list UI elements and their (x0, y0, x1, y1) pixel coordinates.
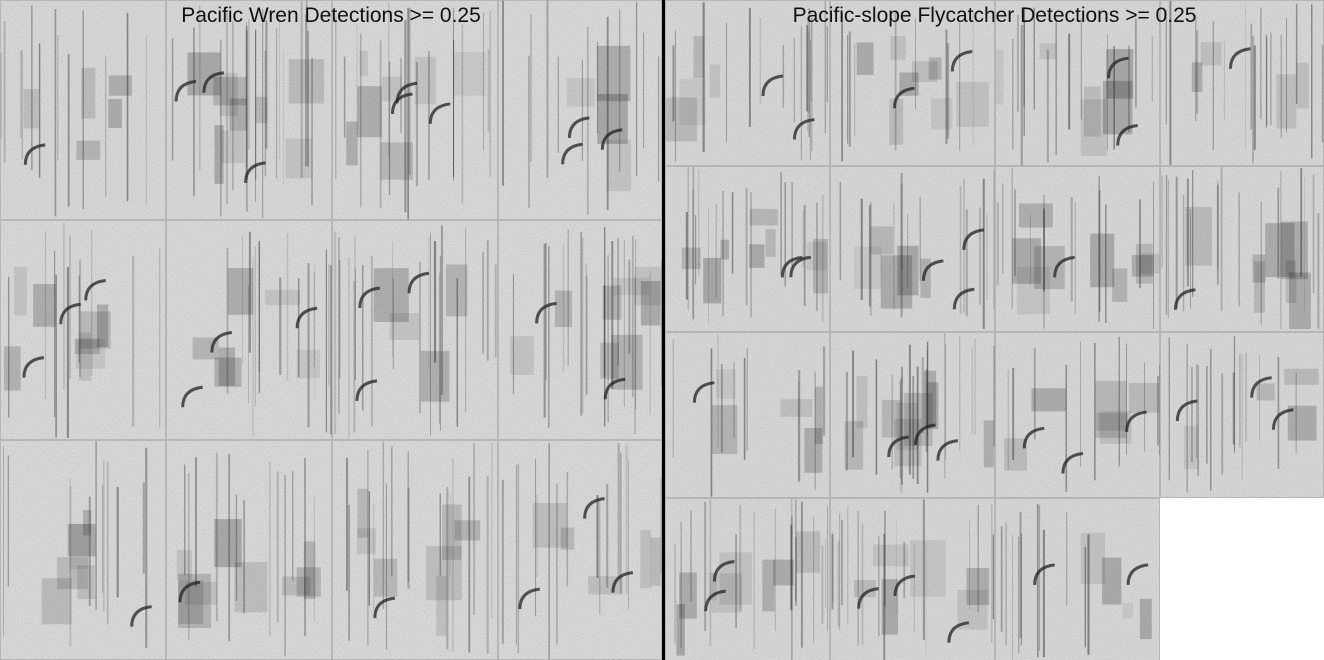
spectrogram-clip (0, 220, 166, 440)
spectrogram-clip (995, 332, 1160, 498)
spectrogram-clip (830, 498, 995, 660)
spectrogram-clip (995, 166, 1160, 332)
pacific-slope-flycatcher-panel: Pacific-slope Flycatcher Detections >= 0… (665, 0, 1324, 660)
pacific-slope-flycatcher-spectrogram-grid (665, 0, 1324, 660)
spectrogram-clip (1160, 0, 1324, 166)
spectrogram-clip (665, 332, 830, 498)
spectrogram-clip (498, 220, 662, 440)
spectrogram-clip (665, 0, 830, 166)
spectrogram-clip (332, 0, 498, 220)
spectrogram-clip (830, 0, 995, 166)
spectrogram-clip (1160, 166, 1324, 332)
spectrogram-clip (830, 166, 995, 332)
spectrogram-clip (498, 440, 662, 660)
spectrogram-clip (995, 0, 1160, 166)
pacific-wren-spectrogram-grid (0, 0, 662, 660)
spectrogram-clip (0, 440, 166, 660)
spectrogram-clip (166, 220, 332, 440)
spectrogram-clip (1160, 332, 1324, 498)
spectrogram-clip (0, 0, 166, 220)
spectrogram-clip (332, 220, 498, 440)
spectrogram-clip (332, 440, 498, 660)
spectrogram-clip (665, 166, 830, 332)
spectrogram-clip (665, 498, 830, 660)
spectrogram-clip (830, 332, 995, 498)
pacific-wren-panel: Pacific Wren Detections >= 0.25 (0, 0, 662, 660)
spectrogram-clip (166, 440, 332, 660)
spectrogram-clip (166, 0, 332, 220)
spectrogram-clip (995, 498, 1160, 660)
spectrogram-clip (498, 0, 662, 220)
